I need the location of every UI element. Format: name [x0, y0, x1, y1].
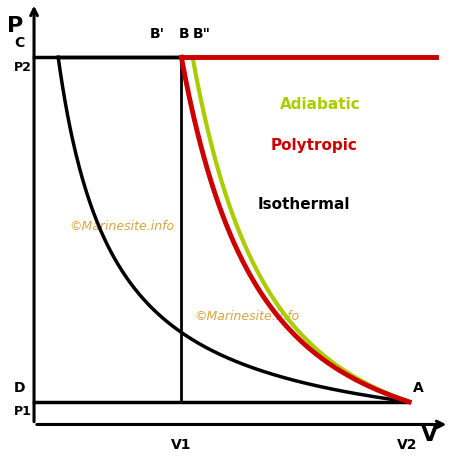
Text: B': B': [149, 28, 164, 41]
Text: A: A: [412, 381, 423, 395]
Text: Isothermal: Isothermal: [257, 197, 349, 212]
Text: V: V: [420, 425, 437, 445]
Text: P2: P2: [14, 61, 32, 74]
Text: B": B": [192, 28, 210, 41]
Text: V2: V2: [396, 438, 416, 452]
Text: C: C: [14, 36, 24, 50]
Text: Adiabatic: Adiabatic: [279, 97, 359, 112]
Text: P1: P1: [14, 405, 32, 419]
Text: V1: V1: [171, 438, 191, 452]
Text: Polytropic: Polytropic: [270, 138, 357, 153]
Text: ©Marinesite.info: ©Marinesite.info: [69, 219, 175, 233]
Text: ©Marinesite.info: ©Marinesite.info: [194, 310, 299, 323]
Text: D: D: [14, 381, 25, 395]
Text: B: B: [178, 28, 189, 41]
Text: P: P: [7, 17, 23, 36]
